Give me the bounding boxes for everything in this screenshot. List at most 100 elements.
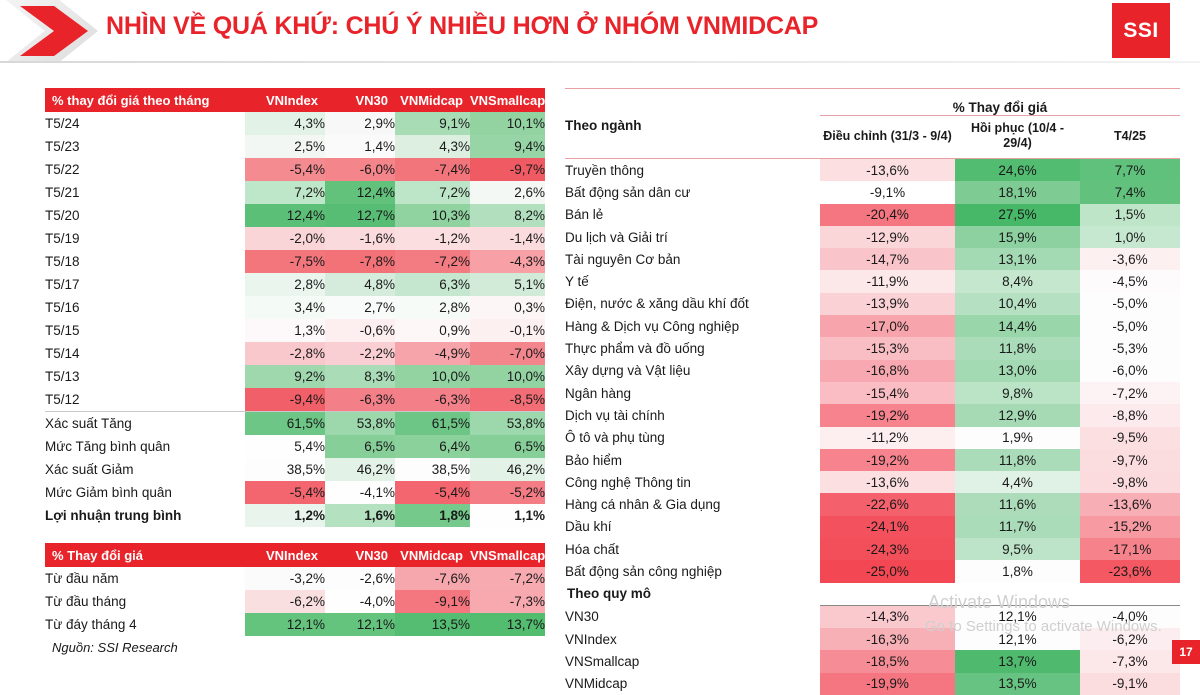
row-label: Y tế [565, 274, 589, 290]
table-cell: 46,2% [470, 458, 545, 481]
row-label: Hàng cá nhân & Gia dụng [565, 497, 721, 513]
table-cell: 13,0% [955, 359, 1080, 382]
table-cell: -5,3% [1080, 337, 1180, 360]
row-label: Dầu khí [565, 519, 612, 535]
table-cell: 11,7% [955, 515, 1080, 539]
table-cell: 1,0% [1080, 225, 1180, 249]
table-row: VNIndex -16,3% 12,1% -6,2% [565, 627, 1180, 651]
price-change-table: % Thay đổi giá VNIndex VN30 VNMidcap VNS… [45, 543, 545, 636]
table-cell: 4,3% [245, 112, 325, 135]
table-cell: 12,4% [245, 204, 325, 227]
table-cell: -4,0% [1080, 605, 1180, 628]
table-cell: 38,5% [395, 458, 470, 481]
table-row: Từ đầu năm -3,2% -2,6% -7,6% -7,2% [45, 567, 545, 590]
sector-scale-header-row: Theo quy mô [565, 582, 1180, 606]
monthly-table-body: T5/24 4,3% 2,9% 9,1% 10,1% T5/23 2,5% 1,4% 4,3% 9… [45, 112, 545, 527]
table-cell: -12,9% [820, 225, 955, 249]
table-cell: 10,0% [395, 365, 470, 388]
table-row: T5/21 7,2% 12,4% 7,2% 2,6% [45, 181, 545, 204]
table-cell: 6,3% [395, 273, 470, 296]
col-header-vnsmallcap: VNSmallcap [470, 88, 545, 112]
table-cell: 6,5% [470, 435, 545, 458]
row-label: Hàng & Dịch vụ Công nghiệp [565, 318, 740, 334]
row-label: T5/24 [45, 116, 80, 131]
table-row: T5/23 2,5% 1,4% 4,3% 9,4% [45, 135, 545, 158]
table-row: Hàng & Dịch vụ Công nghiệp -17,0% 14,4% -5,… [565, 315, 1180, 338]
row-label: Điện, nước & xăng dầu khí đốt [565, 296, 749, 312]
table-cell: 12,1% [955, 627, 1080, 651]
chevron-logo [6, 0, 98, 62]
table-row: Công nghệ Thông tin -13,6% 4,4% -9,8% [565, 471, 1180, 494]
table-row: Truyền thông -13,6% 24,6% 7,7% [565, 158, 1180, 182]
table-cell: -5,2% [470, 481, 545, 504]
sector-subheader-row: Điều chỉnh (31/3 - 9/4) Hồi phục (10/4 -… [565, 116, 1180, 157]
table-cell: -4,1% [325, 481, 395, 504]
row-label: Hóa chất [565, 541, 620, 557]
table-row: T5/15 1,3% -0,6% 0,9% -0,1% [45, 319, 545, 342]
table-row: Xác suất Tăng 61,5% 53,8% 61,5% 53,8% [45, 411, 545, 435]
row-label: Xây dựng và Vật liệu [565, 363, 691, 379]
table-cell: 53,8% [470, 411, 545, 435]
table-cell: -5,4% [245, 481, 325, 504]
table-cell: 9,5% [955, 538, 1080, 561]
table-cell: -15,3% [820, 337, 955, 360]
table-cell: -0,1% [470, 319, 545, 342]
table-cell: -2,6% [325, 567, 395, 590]
table-row: Bất động sản dân cư -9,1% 18,1% 7,4% [565, 181, 1180, 204]
table-row: Bảo hiểm -19,2% 11,8% -9,7% [565, 448, 1180, 472]
table-cell: 1,4% [325, 135, 395, 158]
row-label: Xác suất Tăng [45, 411, 245, 435]
row-label: T5/14 [45, 346, 80, 361]
page-header: NHÌN VỀ QUÁ KHỨ: CHÚ Ý NHIỀU HƠN Ở NHÓM … [0, 0, 1200, 63]
table-cell: 53,8% [325, 411, 395, 435]
table-cell: -7,4% [395, 158, 470, 181]
table-cell: -3,6% [1080, 248, 1180, 271]
table-row: Hóa chất -24,3% 9,5% -17,1% [565, 538, 1180, 561]
row-label: Dịch vụ tài chính [565, 407, 665, 423]
table-cell: -6,0% [325, 158, 395, 181]
table-cell: -16,8% [820, 359, 955, 382]
table-cell: -18,5% [820, 650, 955, 673]
table-cell: -4,9% [395, 342, 470, 365]
row-label: VNMidcap [565, 676, 628, 692]
ssi-logo: SSI [1112, 3, 1170, 58]
table-cell: 10,0% [470, 365, 545, 388]
row-label: Bán lẻ [565, 207, 604, 223]
table-cell: -19,2% [820, 448, 955, 472]
col-header-vnsmallcap: VNSmallcap [470, 543, 545, 567]
header-divider [0, 61, 1200, 63]
table-cell: -7,3% [1080, 650, 1180, 673]
row-label: VNSmallcap [565, 653, 640, 669]
table-cell: 13,5% [395, 613, 470, 636]
table-cell: 0,9% [395, 319, 470, 342]
row-label: T5/18 [45, 254, 80, 269]
table-cell: 4,3% [395, 135, 470, 158]
table-cell: 9,8% [955, 381, 1080, 405]
table-cell: 13,7% [955, 650, 1080, 673]
table-cell: 18,1% [955, 181, 1080, 204]
table-cell: 10,1% [470, 112, 545, 135]
table-row: Điện, nước & xăng dầu khí đốt -13,9% 10,4%… [565, 292, 1180, 316]
row-label: T5/22 [45, 162, 80, 177]
table-cell: 1,1% [470, 504, 545, 527]
sector-row-header: Theo ngành [565, 118, 642, 133]
table-cell: -24,1% [820, 515, 955, 539]
table-cell: 8,3% [325, 365, 395, 388]
table-cell: -23,6% [1080, 560, 1180, 583]
table-cell: 1,8% [395, 504, 470, 527]
row-label: T5/20 [45, 208, 80, 223]
table-cell: 5,4% [245, 435, 325, 458]
row-label: Xác suất Giảm [45, 462, 134, 477]
row-label: Bảo hiểm [565, 452, 623, 468]
row-label: Ngân hàng [565, 385, 632, 401]
row-label: Bất động sản công nghiệp [565, 563, 722, 579]
sector-table-top-rule [565, 88, 1180, 95]
table-cell: 2,8% [395, 296, 470, 319]
row-label: T5/23 [45, 139, 80, 154]
monthly-table-header: % thay đổi giá theo tháng VNIndex VN30 V… [45, 88, 545, 112]
table-cell: -3,2% [245, 567, 325, 590]
table-cell: -9,7% [470, 158, 545, 181]
row-label: T5/13 [45, 369, 80, 384]
table-cell: -1,2% [395, 227, 470, 250]
table-cell: 11,8% [955, 448, 1080, 472]
